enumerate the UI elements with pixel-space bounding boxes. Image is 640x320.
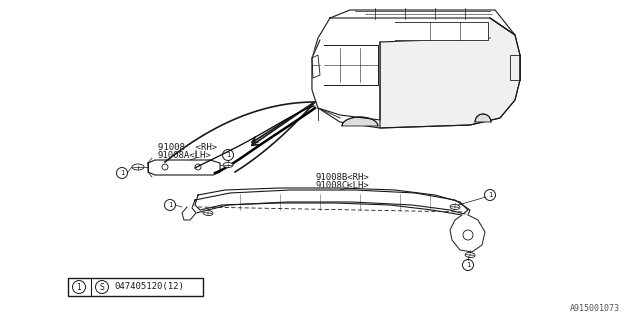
- Ellipse shape: [465, 252, 475, 258]
- Text: A915001073: A915001073: [570, 304, 620, 313]
- Text: 1: 1: [488, 192, 492, 198]
- Text: 91008A<LH>: 91008A<LH>: [158, 151, 212, 161]
- Text: 1: 1: [226, 152, 230, 158]
- Text: 1: 1: [120, 170, 124, 176]
- Ellipse shape: [223, 163, 233, 167]
- Text: S: S: [100, 283, 104, 292]
- Polygon shape: [395, 22, 488, 40]
- Polygon shape: [342, 117, 378, 126]
- Bar: [68, 278, 203, 296]
- Polygon shape: [182, 207, 196, 220]
- Text: 91008C<LH>: 91008C<LH>: [315, 181, 369, 190]
- Polygon shape: [192, 190, 470, 215]
- Ellipse shape: [132, 164, 144, 170]
- Text: 1: 1: [77, 283, 81, 292]
- Polygon shape: [312, 18, 520, 128]
- Ellipse shape: [203, 211, 213, 216]
- Ellipse shape: [450, 204, 460, 210]
- Polygon shape: [380, 18, 520, 128]
- Text: 91008B<RH>: 91008B<RH>: [315, 173, 369, 182]
- Polygon shape: [450, 215, 485, 252]
- Polygon shape: [330, 10, 515, 35]
- Polygon shape: [475, 114, 491, 122]
- Text: 047405120(12): 047405120(12): [114, 283, 184, 292]
- Polygon shape: [195, 188, 468, 215]
- Polygon shape: [324, 45, 378, 85]
- Polygon shape: [312, 40, 380, 120]
- Text: 1: 1: [168, 202, 172, 208]
- Polygon shape: [148, 160, 220, 175]
- Text: 1: 1: [466, 262, 470, 268]
- Text: 91008  <RH>: 91008 <RH>: [158, 143, 217, 153]
